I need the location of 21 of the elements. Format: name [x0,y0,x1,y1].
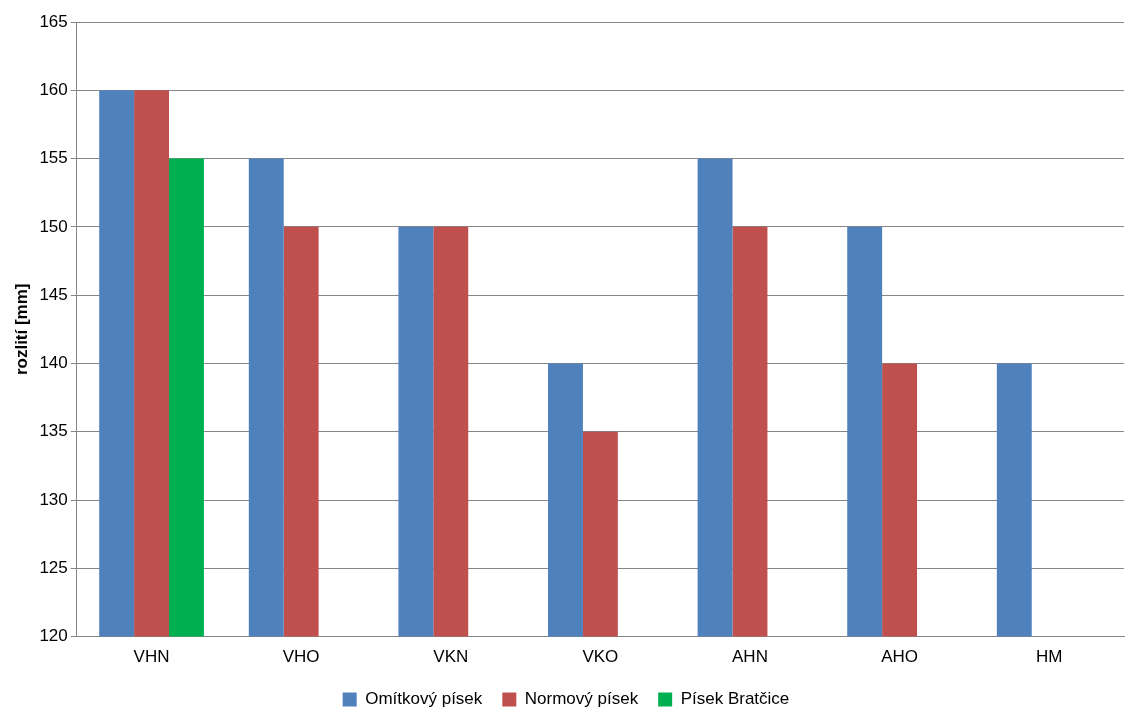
y-tick-label: 165 [39,11,68,31]
x-tick-label: HM [1035,647,1063,667]
x-tick-label: VHO [282,647,320,667]
x-tick-label: AHO [881,647,919,667]
y-tick-label: 125 [39,558,68,577]
legend-label: Omítkový písek [365,689,483,709]
x-tick-label: VKO [582,647,619,667]
x-tick-label: AHN [732,647,768,667]
y-tick-label: 145 [39,284,68,304]
legend-label: Písek Bratčice [680,689,790,709]
y-tick-label: 120 [39,626,68,646]
y-tick-label: 160 [39,79,68,99]
legend-label: Normový písek [524,689,639,709]
y-tick-label: 155 [39,148,68,168]
y-tick-label: 130 [39,489,68,509]
y-tick-label: 135 [39,421,68,441]
y-axis-title: rozlití [mm] [11,283,31,376]
y-tick-label: 150 [39,216,68,236]
x-tick-label: VKN [433,647,469,667]
y-tick-label: 140 [39,353,68,373]
x-tick-label: VHN [133,647,170,667]
